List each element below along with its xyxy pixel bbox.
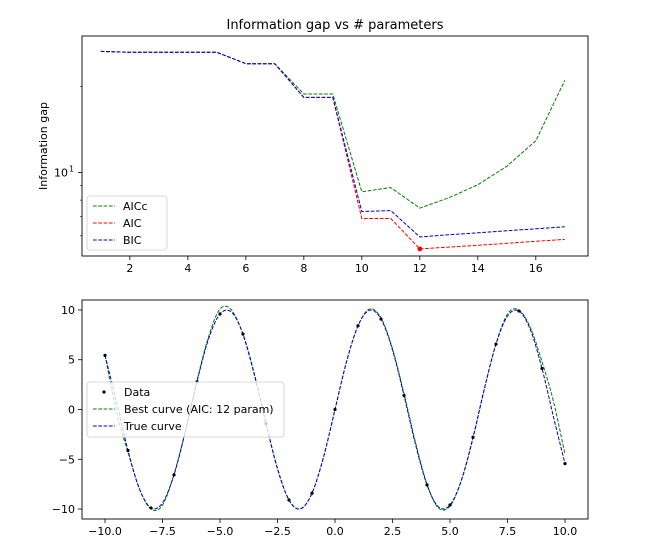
top-xtick-label: 10 xyxy=(355,262,369,275)
legend-label-true-curve: True curve xyxy=(123,420,182,433)
data-point xyxy=(310,491,314,495)
data-point xyxy=(172,473,176,477)
data-point xyxy=(425,483,429,487)
bottom-xtick-label: −2.5 xyxy=(264,525,291,538)
top-xtick-label: 2 xyxy=(126,262,133,275)
top-ytick-exponent: 1 xyxy=(69,164,74,173)
legend-label-best-curve: Best curve (AIC: 12 param) xyxy=(124,403,274,416)
data-point xyxy=(241,332,245,336)
data-point xyxy=(563,462,567,466)
data-point xyxy=(103,353,107,357)
data-point xyxy=(471,435,475,439)
top-chart-legend: AICc AIC BIC xyxy=(86,195,168,251)
data-point xyxy=(448,503,452,507)
bottom-xtick-label: 0.0 xyxy=(326,525,344,538)
bottom-chart: Data Best curve (AIC: 12 param) True cur… xyxy=(81,299,589,520)
bottom-ytick-label: 0 xyxy=(68,404,75,417)
data-point xyxy=(287,498,291,502)
bottom-legend-box xyxy=(86,381,285,438)
data-point xyxy=(517,309,521,313)
data-point xyxy=(356,324,360,328)
top-xtick-label: 12 xyxy=(413,262,427,275)
top-chart-ylabel: Information gap xyxy=(37,102,50,190)
bottom-ytick-label: −10 xyxy=(52,503,75,516)
data-point xyxy=(494,342,498,346)
bottom-xtick-label: −5.0 xyxy=(207,525,234,538)
top-chart: Information gap vs # parameters Informat… xyxy=(37,18,589,257)
bottom-xtick-label: 7.5 xyxy=(499,525,517,538)
bottom-ytick-label: 5 xyxy=(68,354,75,367)
bottom-plot-area xyxy=(103,305,567,511)
bottom-xtick-label: 10.0 xyxy=(553,525,578,538)
data-point xyxy=(149,506,153,510)
top-legend-box xyxy=(86,195,168,251)
data-point xyxy=(218,312,222,316)
top-series-line-aicc xyxy=(100,50,566,209)
legend-label-bic: BIC xyxy=(123,234,142,247)
bottom-xtick-label: 2.5 xyxy=(384,525,402,538)
data-point xyxy=(540,366,544,371)
top-xtick-label: 8 xyxy=(300,262,307,275)
top-min-marker xyxy=(417,246,423,252)
legend-label-aic: AIC xyxy=(123,217,142,230)
bottom-xtick-label: 5.0 xyxy=(441,525,459,538)
bottom-ytick-label: 10 xyxy=(61,304,75,317)
top-series-line-bic xyxy=(100,50,565,238)
legend-label-aicc: AICc xyxy=(123,200,148,213)
bottom-ytick-label: −5 xyxy=(59,453,75,466)
top-ytick-label: 10 xyxy=(54,166,68,179)
bottom-chart-legend: Data Best curve (AIC: 12 param) True cur… xyxy=(86,381,285,438)
bottom-xtick-label: −10.0 xyxy=(88,525,122,538)
top-xtick-label: 6 xyxy=(242,262,249,275)
data-point xyxy=(379,317,383,321)
top-series-line-aic xyxy=(100,50,565,250)
data-point xyxy=(126,448,130,453)
top-xtick-label: 4 xyxy=(184,262,191,275)
data-point xyxy=(402,393,406,398)
legend-swatch-data xyxy=(102,390,106,394)
top-xtick-label: 14 xyxy=(471,262,485,275)
data-point xyxy=(333,407,337,412)
top-xtick-label: 16 xyxy=(529,262,543,275)
top-chart-title: Information gap vs # parameters xyxy=(226,18,443,33)
legend-label-data: Data xyxy=(124,386,150,399)
top-plot-area xyxy=(100,50,566,252)
top-chart-frame xyxy=(81,35,589,257)
bottom-xtick-label: −7.5 xyxy=(149,525,176,538)
